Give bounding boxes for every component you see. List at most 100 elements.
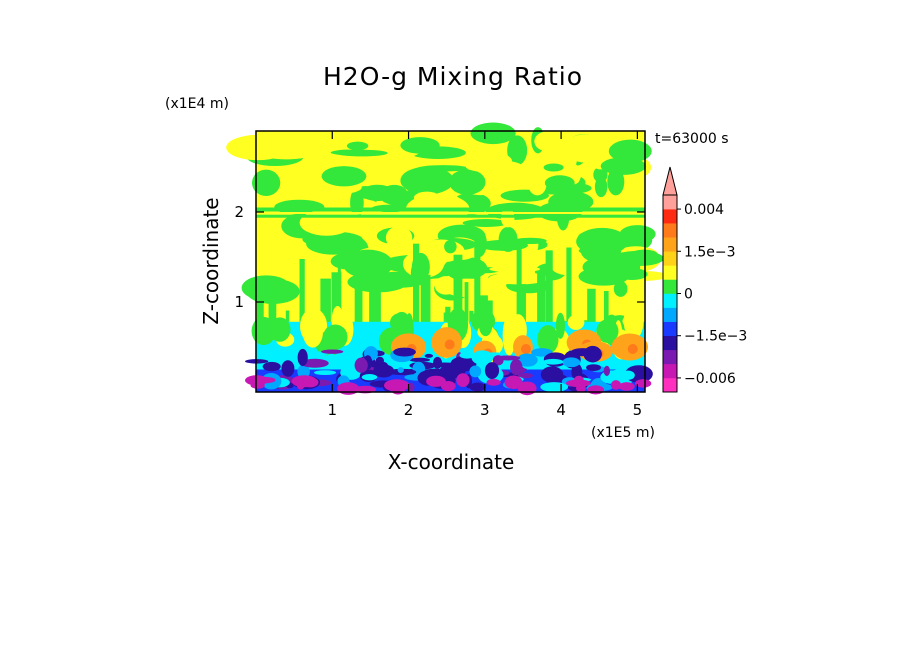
- field-cell: [375, 356, 384, 365]
- field-cell: [593, 166, 608, 183]
- field-cell: [302, 315, 324, 348]
- field-cell: [528, 173, 547, 196]
- colorbar-label: −0.006: [684, 371, 736, 387]
- field-cell: [603, 365, 610, 377]
- field-cell: [370, 279, 381, 361]
- field-cell: [537, 271, 546, 361]
- field-cell: [393, 347, 416, 357]
- field-cell: [269, 317, 291, 342]
- field-cell: [473, 128, 505, 143]
- field-cell: [361, 374, 378, 381]
- field-cell: [296, 376, 305, 390]
- field-cell: [622, 314, 644, 329]
- field-cell: [507, 135, 528, 166]
- field-cell: [596, 319, 619, 343]
- field-cell: [627, 344, 638, 354]
- field-cell: [335, 149, 388, 157]
- field-cell: [484, 362, 500, 379]
- field-cell: [542, 358, 564, 365]
- field-cell: [469, 365, 482, 378]
- colorbar-swatch: [663, 307, 677, 322]
- field-cell: [495, 355, 521, 361]
- field-cell: [600, 157, 646, 175]
- field-cell: [313, 370, 337, 376]
- field-cell: [251, 169, 281, 196]
- field-cell: [305, 351, 328, 357]
- colorbar-swatch: [663, 237, 677, 252]
- x-tick-label: 5: [633, 401, 643, 419]
- field-cell: [471, 350, 494, 365]
- field-cell: [360, 184, 395, 202]
- field-cell: [465, 159, 523, 173]
- field-cell: [534, 131, 561, 152]
- y-axis-label: Z-coordinate: [199, 197, 223, 324]
- field-cell: [543, 163, 564, 172]
- colorbar-swatch: [663, 195, 677, 210]
- field-cell: [562, 357, 581, 368]
- field-cell: [567, 314, 585, 330]
- field-cell: [354, 279, 363, 361]
- field-cell: [576, 227, 628, 256]
- field-cell: [389, 313, 409, 332]
- field-cell: [622, 383, 632, 391]
- colorbar-swatch: [663, 251, 677, 266]
- field-cell: [589, 350, 600, 357]
- field-cell: [306, 232, 361, 255]
- field-cell: [453, 254, 463, 361]
- colorbar: −0.006 −1.5e−3 0 1.5e−3 0.004: [662, 166, 747, 393]
- field-cell: [555, 312, 565, 339]
- colorbar-label: 0: [684, 287, 693, 303]
- colorbar-swatch: [663, 377, 677, 393]
- field-cell: [544, 175, 575, 191]
- field-cell: [440, 381, 456, 392]
- field-cell: [424, 353, 434, 358]
- colorbar-label: 0.004: [684, 202, 724, 218]
- colorbar-extend-arrow: [662, 166, 678, 196]
- field-cell: [426, 375, 446, 387]
- field-cell: [478, 239, 528, 251]
- field-cell: [250, 382, 265, 389]
- field-cell: [354, 357, 368, 373]
- field-cell: [256, 214, 645, 218]
- field-cell: [479, 316, 493, 337]
- field-cell: [537, 325, 559, 354]
- field-cell: [321, 166, 367, 187]
- field-cell: [413, 243, 420, 361]
- colorbar-swatch: [663, 335, 677, 351]
- field-cell: [516, 353, 538, 367]
- field-cell: [540, 382, 569, 392]
- field-cell: [323, 324, 348, 350]
- field-cell: [400, 137, 440, 154]
- field-cell: [301, 262, 322, 269]
- field-cell: [469, 382, 486, 392]
- field-cell: [449, 169, 486, 195]
- field-cell: [331, 192, 354, 209]
- x-tick-label: 1: [328, 401, 338, 419]
- x-ticks: 1 2 3 4 5: [328, 131, 643, 419]
- field-cell: [582, 255, 641, 279]
- field-cell: [489, 265, 541, 273]
- field-layer: [226, 122, 669, 396]
- colorbar-swatch: [663, 223, 677, 238]
- field-cell: [634, 379, 652, 388]
- colorbar-swatch: [663, 279, 677, 294]
- field-cell: [555, 229, 583, 255]
- x-tick-label: 2: [404, 401, 414, 419]
- colorbar-swatch: [663, 293, 677, 308]
- x-axis-unit: (x1E5 m): [591, 425, 655, 441]
- field-cell: [587, 385, 605, 395]
- colorbar-swatch: [663, 321, 677, 337]
- field-cell: [520, 344, 531, 354]
- field-cell: [385, 225, 413, 250]
- field-cell: [321, 349, 344, 354]
- field-cell: [607, 168, 625, 196]
- field-cell: [444, 239, 457, 254]
- field-cell: [397, 367, 404, 373]
- field-cell: [510, 359, 523, 376]
- field-cell: [474, 241, 481, 361]
- field-cell: [369, 263, 374, 361]
- field-cell: [259, 146, 313, 160]
- field-cell: [444, 339, 455, 350]
- field-cell: [516, 249, 522, 361]
